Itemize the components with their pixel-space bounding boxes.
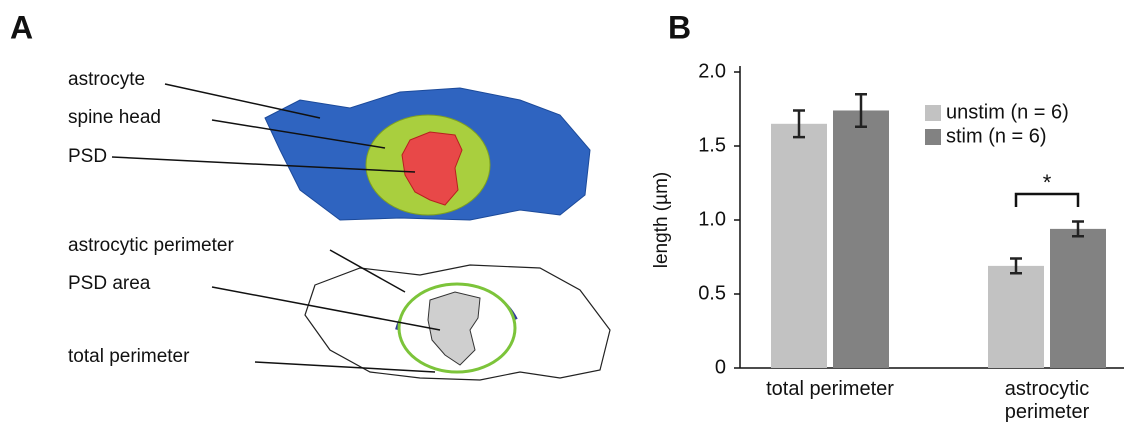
legend-swatch — [925, 129, 941, 145]
bar — [771, 124, 827, 368]
figure: A B astrocyte spine head PSD astrocytic … — [0, 0, 1128, 426]
x-tick-label: total perimeter — [755, 378, 905, 401]
y-tick-label: 2.0 — [698, 60, 726, 82]
y-tick-label: 1.0 — [698, 208, 726, 230]
page: {"panel_labels": ["A", "B"], "diagram": … — [0, 0, 1128, 426]
x-tick-label: astrocytic perimeter — [972, 378, 1122, 424]
bar — [833, 110, 889, 368]
diagram-label: PSD area — [68, 273, 151, 294]
diagram-label: spine head — [68, 107, 161, 128]
legend-swatch — [925, 105, 941, 121]
diagram-label: astrocytic perimeter — [68, 235, 234, 256]
y-tick-label: 0 — [715, 356, 726, 378]
bar — [1050, 229, 1106, 368]
y-tick-label: 0.5 — [698, 282, 726, 304]
diagram-label: PSD — [68, 146, 107, 167]
significance-label: * — [1043, 170, 1052, 195]
significance-bracket — [1016, 194, 1078, 207]
diagram-label: astrocyte — [68, 69, 145, 90]
bar — [988, 266, 1044, 368]
legend-label: unstim (n = 6) — [946, 101, 1069, 123]
panel-label: B — [668, 9, 691, 45]
legend-label: stim (n = 6) — [946, 125, 1047, 147]
y-axis-label: length (µm) — [651, 172, 672, 268]
diagram-label: total perimeter — [68, 346, 190, 367]
y-tick-label: 1.5 — [698, 134, 726, 156]
panel-label: A — [10, 9, 33, 45]
